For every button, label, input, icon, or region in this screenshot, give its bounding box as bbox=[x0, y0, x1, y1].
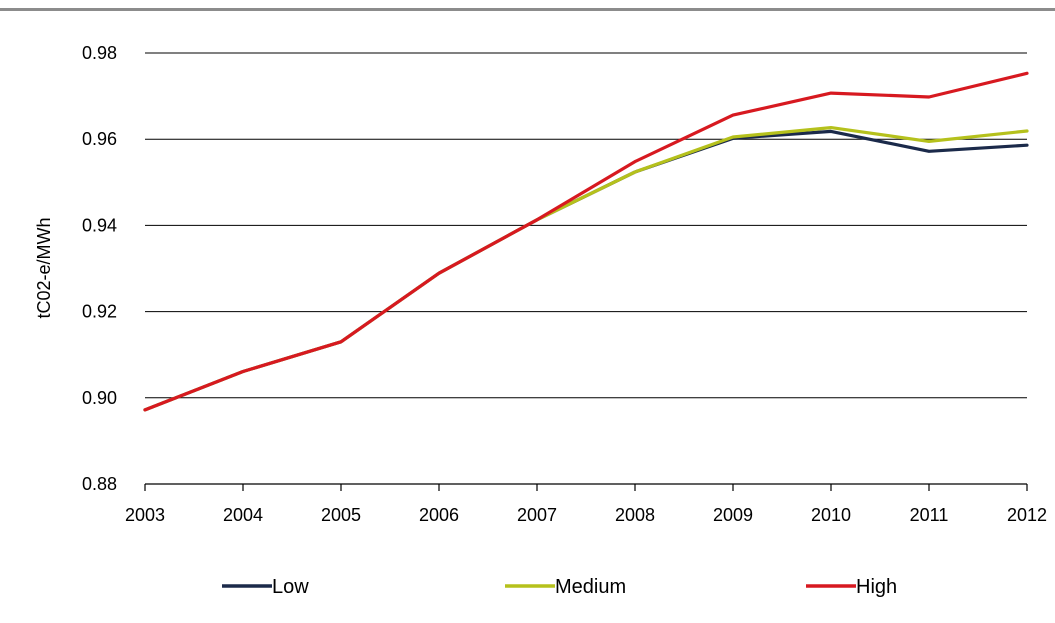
y-tick-label: 0.94 bbox=[82, 215, 117, 235]
x-tick-label: 2003 bbox=[125, 505, 165, 525]
x-tick-label: 2009 bbox=[713, 505, 753, 525]
x-tick-label: 2006 bbox=[419, 505, 459, 525]
x-tick-label: 2007 bbox=[517, 505, 557, 525]
x-axis bbox=[144, 483, 1028, 491]
y-axis-tick-labels: 0.88 0.90 0.92 0.94 0.96 0.98 bbox=[82, 43, 117, 494]
y-axis-title: tC02-e/MWh bbox=[34, 217, 54, 318]
legend-label-high: High bbox=[856, 576, 897, 598]
series-line-medium bbox=[143, 125, 1029, 412]
x-tick-label: 2010 bbox=[811, 505, 851, 525]
x-tick-label: 2012 bbox=[1007, 505, 1047, 525]
legend-label-low: Low bbox=[272, 576, 309, 598]
y-tick-label: 0.92 bbox=[82, 302, 117, 322]
series-line-low bbox=[143, 129, 1029, 412]
y-tick-label: 0.90 bbox=[82, 388, 117, 408]
gridlines bbox=[145, 52, 1027, 399]
y-tick-label: 0.98 bbox=[82, 43, 117, 63]
x-tick-label: 2004 bbox=[223, 505, 263, 525]
series-lines bbox=[143, 71, 1029, 412]
x-axis-tick-labels: 2003 2004 2005 2006 2007 2008 2009 2010 2011 2012 bbox=[125, 505, 1047, 525]
x-tick-label: 2011 bbox=[910, 505, 949, 525]
top-rule bbox=[0, 8, 1055, 11]
y-tick-label: 0.88 bbox=[82, 474, 117, 494]
y-tick-label: 0.96 bbox=[82, 129, 117, 149]
x-tick-label: 2008 bbox=[615, 505, 655, 525]
series-line-high bbox=[143, 71, 1029, 412]
legend: Low Medium High bbox=[222, 576, 897, 598]
legend-label-medium: Medium bbox=[555, 576, 626, 598]
x-tick-label: 2005 bbox=[321, 505, 361, 525]
